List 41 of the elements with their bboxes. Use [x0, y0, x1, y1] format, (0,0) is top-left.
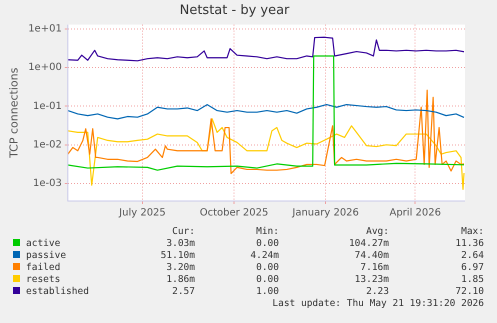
legend-label: resets	[25, 274, 62, 286]
y-tick-label: 1e-01	[32, 100, 62, 112]
text: Last update: Thu May 21 19:31:20 2026	[271, 298, 484, 310]
text: Avg:	[365, 226, 389, 238]
text: 0.00	[255, 262, 279, 274]
legend-label: active	[25, 238, 62, 250]
text: 6.97	[460, 262, 484, 274]
x-tick-label: April 2026	[389, 208, 441, 219]
text: 4.24m	[249, 250, 279, 262]
text: 2.23	[365, 286, 389, 298]
text: 3.03m	[165, 238, 195, 250]
text: 0.00	[255, 238, 279, 250]
y-tick-label: 1e-03	[32, 178, 62, 189]
text: 7.16m	[359, 262, 389, 274]
text: 1.86m	[165, 274, 195, 286]
text: Cur:	[171, 226, 195, 238]
text: 51.10m	[160, 250, 195, 262]
text: 72.10	[454, 286, 484, 298]
x-tick-label: October 2025	[200, 208, 268, 219]
text: 2.64	[460, 250, 484, 262]
text: Max:	[460, 226, 484, 238]
text: 3.20m	[165, 262, 195, 274]
text: 11.36	[454, 238, 484, 250]
text: Min:	[255, 226, 279, 238]
x-tick-label: January 2026	[291, 208, 359, 219]
chart-title: Netstat - by year	[180, 3, 290, 18]
text: 1.00	[255, 286, 279, 298]
text: 2.57	[171, 286, 195, 298]
x-tick-label: July 2025	[118, 208, 166, 219]
legend-label: failed	[25, 262, 62, 274]
legend-label: passive	[25, 250, 68, 262]
y-tick-label: 1e-02	[32, 139, 62, 150]
y-tick-label: 1e+00	[28, 62, 62, 74]
text: 0.00	[255, 274, 279, 286]
y-axis-title: TCP connections	[7, 67, 20, 159]
text: 104.27m	[348, 238, 389, 250]
legend-label: established	[25, 286, 90, 298]
text: 13.23m	[354, 274, 389, 286]
y-tick-label: 1e+01	[28, 24, 62, 35]
text: 74.40m	[354, 250, 389, 262]
text: 1.85	[460, 274, 484, 286]
